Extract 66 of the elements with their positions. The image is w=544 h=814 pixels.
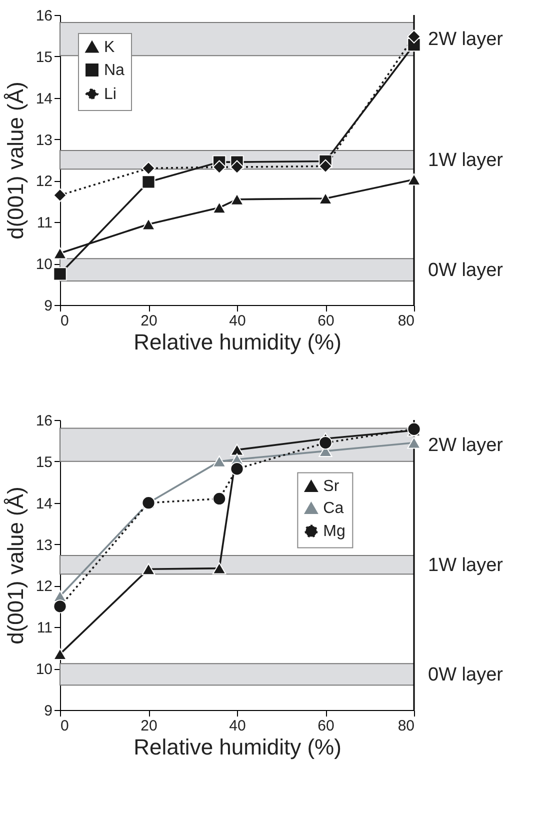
point [407,30,421,44]
point [230,193,244,206]
y-tick-label: 10 [36,256,52,274]
x-tick-label: 0 [60,312,69,330]
point [318,192,332,205]
y-tick-label: 11 [36,214,52,232]
legend-label: K [104,39,115,56]
legend-label: Mg [323,523,346,540]
point [230,160,244,174]
y-tick-label: 12 [36,173,52,190]
x-axis-title: Relative humidity (%) [134,330,342,354]
point [53,648,67,660]
point [142,175,156,189]
point [142,218,156,230]
band-label: 2W layer [428,434,504,456]
point [212,160,226,174]
legend-label: Ca [323,500,344,518]
y-tick-label: 16 [36,412,52,430]
legend-label: Na [104,62,125,79]
point [318,436,332,450]
point [318,159,332,174]
point [142,563,156,576]
y-tick-label: 11 [36,620,52,637]
x-axis-title: Relative humidity (%) [134,734,342,760]
point [212,492,226,506]
y-tick-label: 9 [44,298,52,314]
point [230,444,244,456]
x-tick-label: 40 [229,312,246,330]
band-label: 1W layer [428,554,504,576]
band-label: 0W layer [428,664,504,686]
y-axis-title: d(001) value (Å) [2,486,28,644]
point [212,562,226,574]
band-label: 1W layer [428,150,504,171]
y-tick-label: 13 [36,536,52,554]
point [53,600,67,614]
y-tick-label: 10 [36,661,52,678]
y-axis-title: d(001) value (Å) [2,82,28,240]
y-tick-label: 16 [36,8,52,24]
point [53,267,67,281]
y-tick-label: 15 [36,454,52,471]
x-tick-label: 80 [398,718,414,734]
point [230,462,244,476]
y-tick-label: 15 [36,48,52,66]
y-tick-label: 9 [44,702,52,720]
point [212,202,226,214]
x-tick-label: 20 [140,718,158,734]
legend-label: Sr [323,478,340,496]
x-tick-label: 80 [398,312,414,330]
point [212,455,226,468]
point [53,188,67,202]
band-label: 0W layer [428,260,504,281]
legend-label: Li [104,86,116,103]
band-label: 2W layer [428,29,504,50]
point [53,247,67,260]
y-tick-label: 12 [36,578,52,596]
y-tick-label: 13 [36,132,52,149]
x-tick-label: 0 [60,718,69,734]
x-tick-label: 40 [229,718,246,734]
x-tick-label: 60 [318,312,334,330]
point [407,436,421,449]
point [142,161,156,176]
point [407,173,421,186]
y-tick-label: 14 [36,90,52,108]
y-tick-label: 14 [36,495,52,512]
x-tick-label: 20 [140,312,158,330]
x-tick-label: 60 [318,718,334,734]
